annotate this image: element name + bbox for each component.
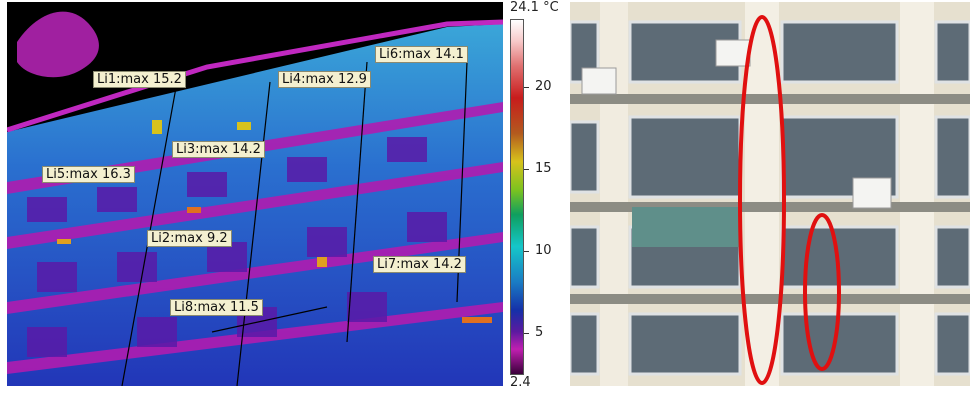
scale-max-label: 24.1 °C: [510, 0, 559, 15]
tick-mark: [524, 169, 529, 170]
color-scale-bar: [510, 19, 524, 375]
scale-min-label: 2.4: [510, 375, 531, 390]
tick-mark: [524, 333, 529, 334]
scale-tick: 20: [535, 79, 552, 94]
scale-tick: 10: [535, 243, 552, 258]
label-li5: Li5:max 16.3: [42, 166, 135, 183]
label-li8: Li8:max 11.5: [170, 299, 263, 316]
facade-photo-graphic: [570, 2, 970, 386]
label-li4: Li4:max 12.9: [278, 71, 371, 88]
label-li3: Li3:max 14.2: [172, 141, 265, 158]
label-li1: Li1:max 15.2: [93, 71, 186, 88]
thermal-facade-graphic: [7, 2, 503, 386]
label-li6: Li6:max 14.1: [375, 46, 468, 63]
label-li2: Li2:max 9.2: [147, 230, 232, 247]
facade-photo: [570, 2, 970, 386]
scale-tick: 15: [535, 161, 552, 176]
tick-mark: [524, 251, 529, 252]
scale-tick: 5: [535, 325, 544, 340]
tick-mark: [524, 87, 529, 88]
thermal-image: Li1:max 15.2 Li2:max 9.2 Li3:max 14.2 Li…: [7, 2, 503, 386]
label-li7: Li7:max 14.2: [373, 256, 466, 273]
